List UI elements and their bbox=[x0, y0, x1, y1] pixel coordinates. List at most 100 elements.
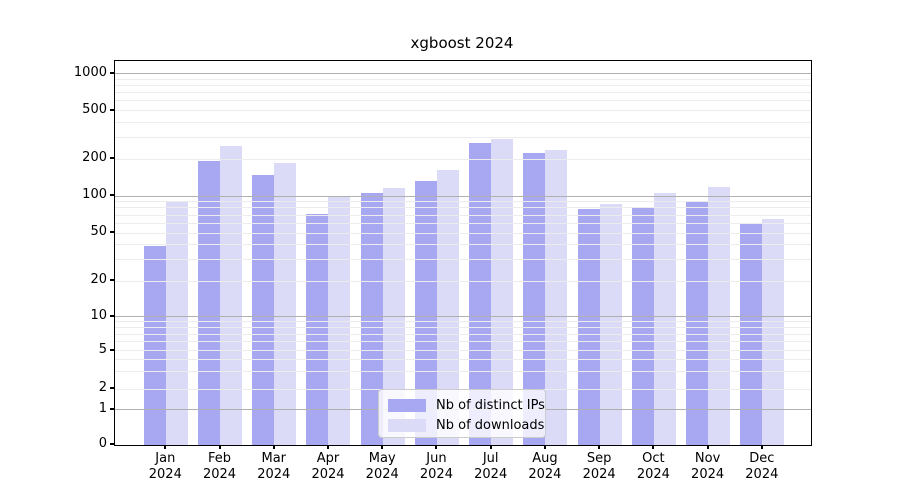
y-tick-label: 5 bbox=[98, 341, 107, 357]
major-gridline bbox=[115, 195, 811, 197]
y-tick-label: 200 bbox=[82, 150, 107, 166]
x-tick-label-mar: Mar 2024 bbox=[257, 451, 291, 482]
x-tick-mark bbox=[381, 445, 384, 449]
bar-distinct-ips-nov bbox=[686, 200, 709, 445]
bar-downloads-jan bbox=[165, 201, 188, 445]
x-tick-mark bbox=[435, 445, 438, 449]
y-tick-mark bbox=[110, 314, 114, 317]
y-tick-label: 10 bbox=[90, 307, 107, 323]
minor-gridline bbox=[115, 280, 811, 282]
x-tick-label-sep: Sep 2024 bbox=[582, 451, 616, 482]
x-tick-label-aug: Aug 2024 bbox=[528, 451, 562, 482]
y-tick-mark bbox=[110, 231, 114, 233]
minor-gridline bbox=[115, 100, 811, 102]
x-tick-label-dec: Dec 2024 bbox=[745, 451, 779, 482]
y-tick-mark bbox=[110, 443, 114, 446]
bar-distinct-ips-mar bbox=[252, 175, 275, 445]
major-gridline bbox=[115, 73, 811, 75]
x-tick-label-apr: Apr 2024 bbox=[311, 451, 345, 482]
y-tick-mark bbox=[110, 348, 114, 351]
bar-downloads-mar bbox=[274, 163, 297, 445]
y-tick-mark bbox=[110, 157, 114, 160]
minor-gridline bbox=[115, 222, 811, 224]
bar-downloads-jun bbox=[436, 169, 459, 445]
minor-gridline bbox=[115, 232, 811, 234]
x-tick-label-may: May 2024 bbox=[365, 451, 399, 482]
bar-downloads-apr bbox=[328, 196, 351, 445]
bar-distinct-ips-oct bbox=[631, 206, 654, 445]
y-tick-mark bbox=[110, 279, 114, 281]
bar-distinct-ips-may bbox=[360, 192, 383, 445]
legend-label-downloads: Nb of downloads bbox=[436, 417, 545, 433]
x-tick-mark bbox=[543, 445, 546, 449]
legend-swatch-downloads bbox=[388, 418, 426, 432]
bar-distinct-ips-sep bbox=[577, 208, 600, 445]
y-tick-label: 0 bbox=[98, 436, 107, 452]
minor-gridline bbox=[115, 92, 811, 94]
y-tick-mark bbox=[110, 194, 114, 196]
legend: Nb of distinct IPs Nb of downloads bbox=[378, 389, 546, 438]
minor-gridline bbox=[115, 321, 811, 323]
bar-downloads-oct bbox=[653, 193, 676, 445]
bar-downloads-feb bbox=[220, 145, 243, 445]
minor-gridline bbox=[115, 244, 811, 246]
bar-downloads-aug bbox=[545, 149, 568, 445]
minor-gridline bbox=[115, 359, 811, 361]
minor-gridline bbox=[115, 201, 811, 203]
y-tick-label: 50 bbox=[90, 224, 107, 239]
x-tick-mark bbox=[706, 445, 709, 449]
legend-item-downloads: Nb of downloads bbox=[388, 416, 545, 434]
bar-distinct-ips-apr bbox=[306, 213, 329, 445]
y-tick-label: 20 bbox=[90, 272, 107, 287]
bar-distinct-ips-feb bbox=[198, 161, 221, 445]
bar-distinct-ips-jun bbox=[414, 181, 437, 445]
minor-gridline bbox=[115, 110, 811, 111]
minor-gridline bbox=[115, 333, 811, 335]
legend-item-distinct-ips: Nb of distinct IPs bbox=[388, 396, 545, 414]
chart-title: xgboost 2024 bbox=[410, 34, 514, 52]
y-tick-label: 2 bbox=[98, 380, 107, 395]
x-tick-mark bbox=[272, 445, 275, 449]
x-tick-mark bbox=[164, 445, 167, 449]
y-tick-label: 1000 bbox=[73, 64, 107, 80]
y-tick-label: 500 bbox=[82, 101, 107, 117]
y-tick-label: 100 bbox=[82, 187, 107, 202]
minor-gridline bbox=[115, 121, 811, 123]
minor-gridline bbox=[115, 137, 811, 139]
legend-swatch-distinct-ips bbox=[388, 398, 426, 412]
legend-label-distinct-ips: Nb of distinct IPs bbox=[436, 397, 545, 413]
minor-gridline bbox=[115, 327, 811, 329]
x-tick-label-oct: Oct 2024 bbox=[636, 451, 670, 482]
minor-gridline bbox=[115, 85, 811, 87]
minor-gridline bbox=[115, 371, 811, 373]
bar-downloads-sep bbox=[599, 203, 622, 445]
y-tick-mark bbox=[110, 71, 114, 74]
x-tick-label-nov: Nov 2024 bbox=[691, 451, 725, 482]
x-tick-mark bbox=[489, 445, 492, 449]
minor-gridline bbox=[115, 158, 811, 160]
minor-gridline bbox=[115, 259, 811, 261]
y-tick-mark bbox=[110, 108, 114, 111]
minor-gridline bbox=[115, 214, 811, 216]
x-tick-label-jan: Jan 2024 bbox=[148, 451, 182, 482]
bar-distinct-ips-jan bbox=[143, 245, 166, 445]
bar-downloads-nov bbox=[708, 186, 731, 445]
x-tick-label-feb: Feb 2024 bbox=[202, 451, 237, 482]
minor-gridline bbox=[115, 350, 811, 351]
bar-downloads-dec bbox=[762, 219, 785, 445]
x-tick-mark bbox=[218, 445, 221, 449]
y-tick-label: 1 bbox=[98, 400, 107, 416]
x-tick-mark bbox=[598, 445, 601, 449]
major-gridline bbox=[115, 316, 811, 318]
plot-area bbox=[114, 60, 812, 446]
minor-gridline bbox=[115, 78, 811, 80]
x-tick-mark bbox=[652, 445, 655, 449]
y-tick-mark bbox=[110, 387, 114, 389]
x-tick-label-jun: Jun 2024 bbox=[419, 451, 453, 482]
minor-gridline bbox=[115, 341, 811, 343]
x-tick-mark bbox=[760, 445, 763, 449]
y-tick-mark bbox=[110, 407, 114, 410]
x-tick-mark bbox=[326, 445, 329, 449]
x-tick-label-jul: Jul 2024 bbox=[474, 451, 508, 482]
